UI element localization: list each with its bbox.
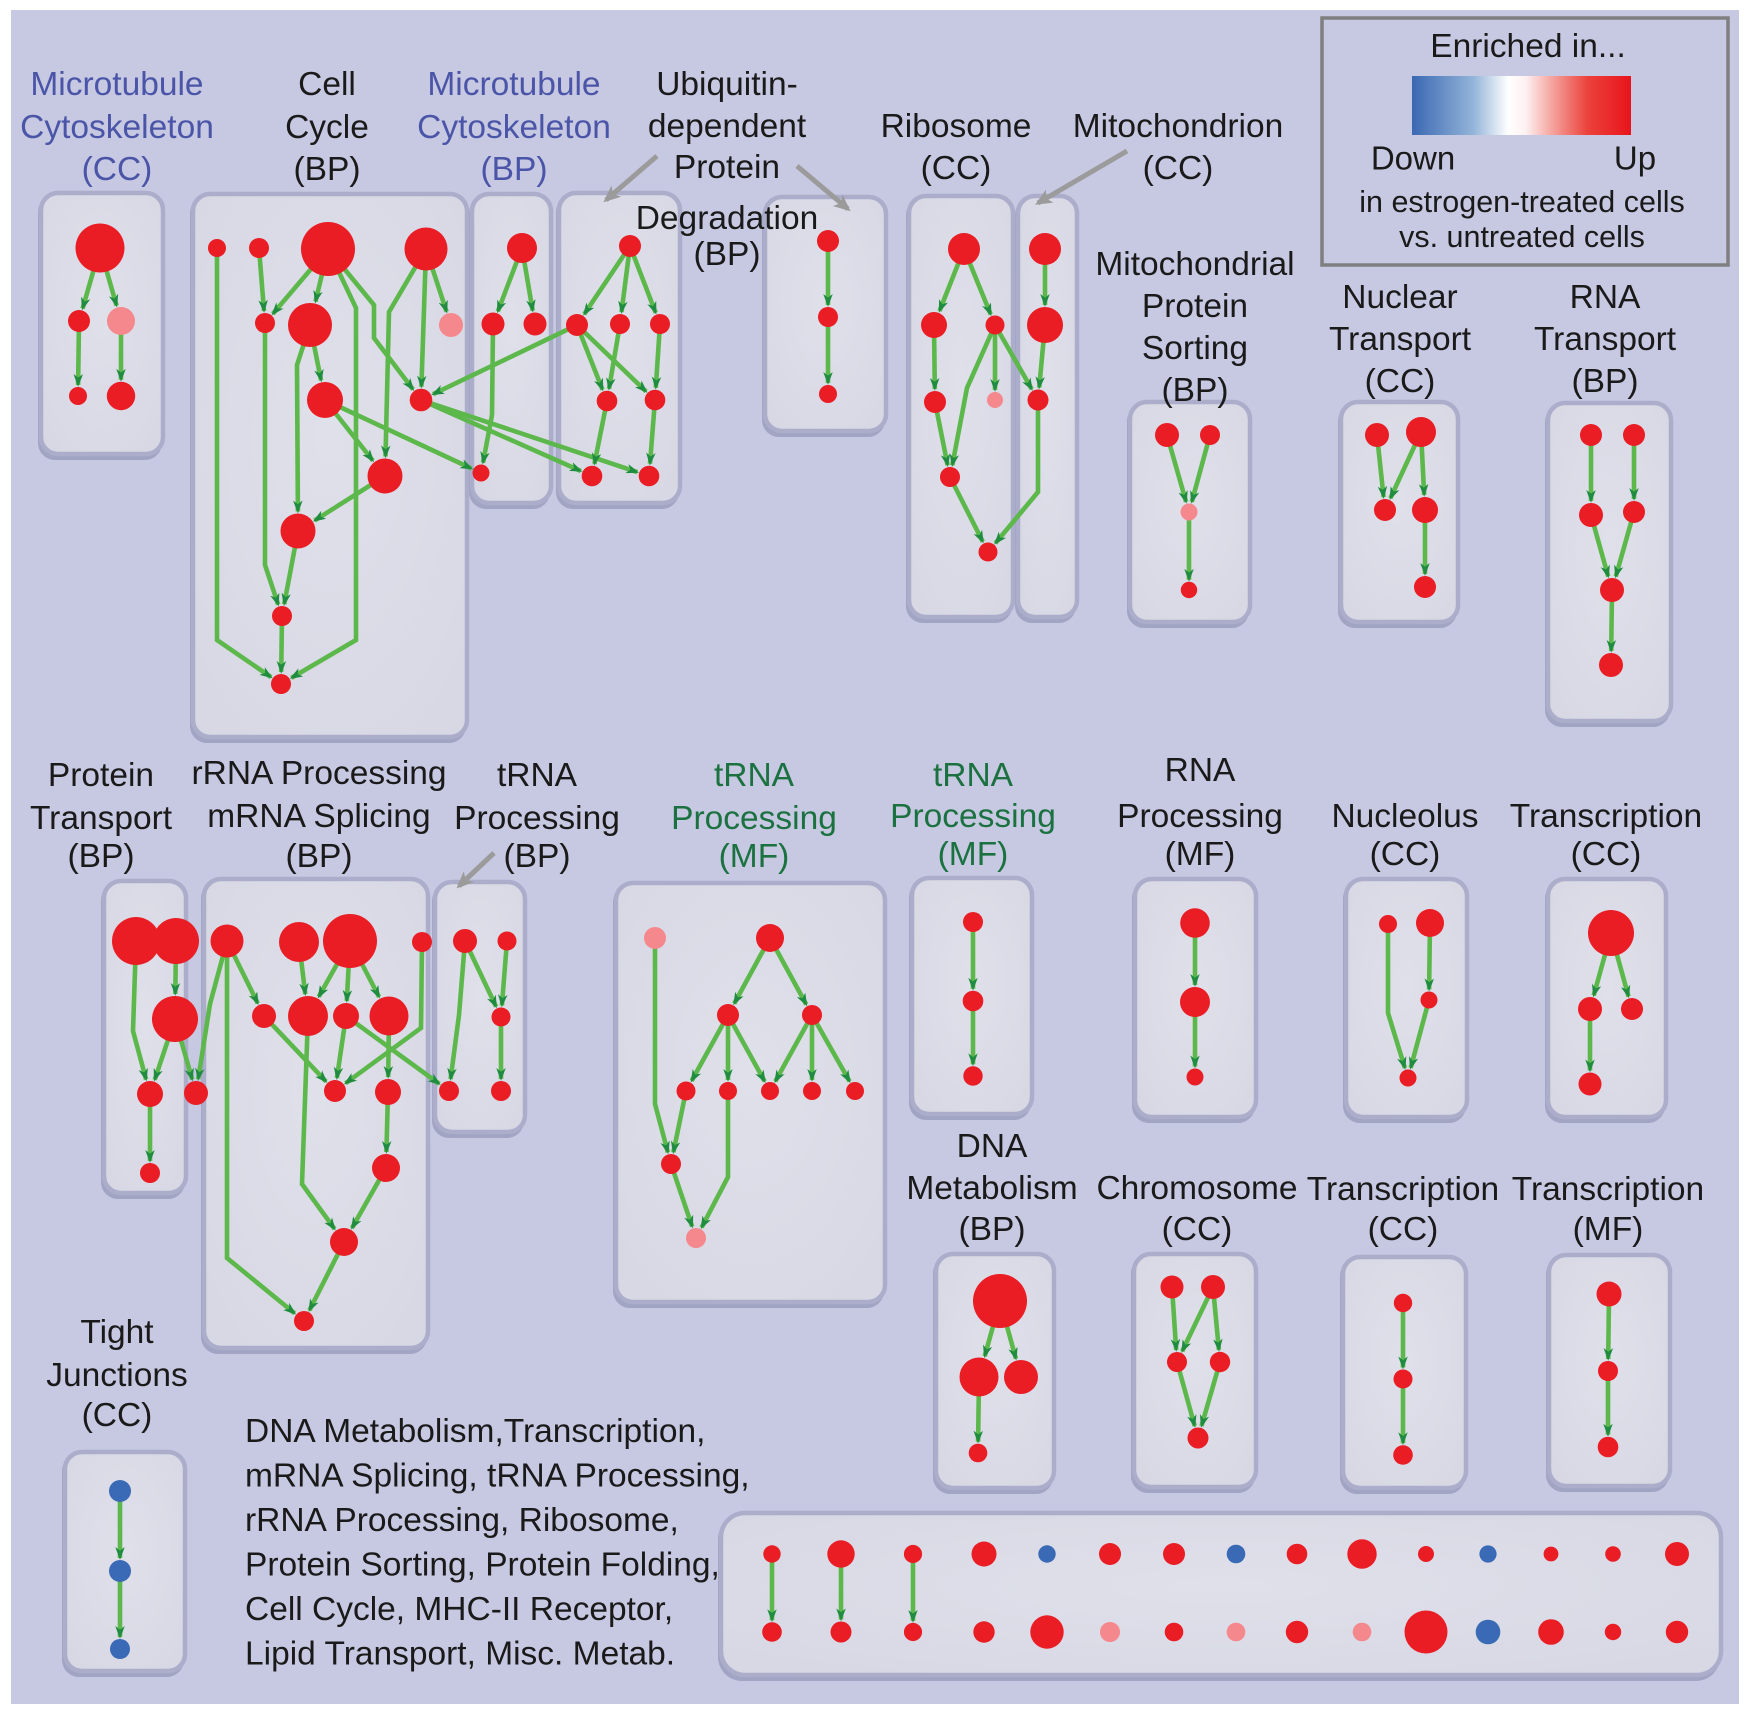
svg-text:Tight: Tight	[80, 1314, 154, 1351]
svg-text:mRNA Splicing: mRNA Splicing	[207, 798, 430, 835]
svg-text:Cytoskeleton: Cytoskeleton	[417, 109, 611, 146]
svg-text:(BP): (BP)	[959, 1211, 1026, 1248]
svg-text:tRNA: tRNA	[497, 757, 578, 794]
svg-text:Nucleolus: Nucleolus	[1331, 798, 1478, 835]
svg-text:Transport: Transport	[1534, 321, 1677, 358]
svg-text:(MF): (MF)	[938, 836, 1009, 873]
svg-text:rRNA Processing: rRNA Processing	[191, 755, 446, 792]
svg-text:Microtubule: Microtubule	[30, 66, 203, 103]
svg-text:(BP): (BP)	[286, 838, 353, 875]
svg-text:dependent: dependent	[648, 108, 807, 145]
svg-text:tRNA: tRNA	[933, 757, 1014, 794]
svg-text:Cell Cycle, MHC-II Receptor,: Cell Cycle, MHC-II Receptor,	[245, 1591, 673, 1628]
svg-text:Transcription: Transcription	[1510, 798, 1702, 835]
svg-text:(CC): (CC)	[1365, 363, 1436, 400]
svg-text:(BP): (BP)	[294, 151, 361, 188]
svg-text:(CC): (CC)	[1162, 1211, 1233, 1248]
svg-text:Lipid Transport, Misc. Metab.: Lipid Transport, Misc. Metab.	[245, 1635, 675, 1672]
svg-text:Down: Down	[1371, 140, 1455, 177]
svg-text:Degradation: Degradation	[636, 200, 819, 237]
svg-text:(CC): (CC)	[921, 150, 992, 187]
svg-text:Transcription: Transcription	[1307, 1171, 1499, 1208]
svg-text:DNA: DNA	[957, 1128, 1028, 1165]
svg-text:vs. untreated cells: vs. untreated cells	[1399, 220, 1645, 254]
svg-text:(BP): (BP)	[481, 151, 548, 188]
svg-text:Microtubule: Microtubule	[427, 66, 600, 103]
svg-text:Ribosome: Ribosome	[881, 108, 1032, 145]
svg-text:Transcription: Transcription	[1512, 1171, 1704, 1208]
svg-text:(BP): (BP)	[694, 236, 761, 273]
svg-text:(MF): (MF)	[1573, 1211, 1644, 1248]
svg-text:Protein: Protein	[1142, 288, 1248, 325]
svg-text:Cytoskeleton: Cytoskeleton	[20, 109, 214, 146]
svg-text:mRNA Splicing, tRNA Processing: mRNA Splicing, tRNA Processing,	[245, 1457, 750, 1494]
svg-text:Chromosome: Chromosome	[1096, 1170, 1297, 1207]
svg-text:Protein Sorting, Protein Foldi: Protein Sorting, Protein Folding,	[245, 1546, 720, 1583]
svg-text:Transport: Transport	[1329, 321, 1472, 358]
svg-text:Up: Up	[1614, 140, 1656, 177]
svg-text:Enriched in...: Enriched in...	[1430, 28, 1626, 65]
svg-text:(CC): (CC)	[82, 1397, 153, 1434]
svg-text:(CC): (CC)	[1571, 836, 1642, 873]
svg-text:Processing: Processing	[890, 798, 1056, 835]
svg-text:(CC): (CC)	[82, 151, 153, 188]
svg-text:Nuclear: Nuclear	[1342, 279, 1457, 316]
svg-text:DNA Metabolism,Transcription,: DNA Metabolism,Transcription,	[245, 1413, 705, 1450]
svg-text:Protein: Protein	[48, 757, 154, 794]
svg-text:(BP): (BP)	[1162, 372, 1229, 409]
svg-text:Cell: Cell	[298, 66, 356, 103]
svg-text:Mitochondrion: Mitochondrion	[1073, 108, 1283, 145]
svg-text:rRNA Processing, Ribosome,: rRNA Processing, Ribosome,	[245, 1502, 679, 1539]
svg-text:RNA: RNA	[1165, 752, 1236, 789]
svg-text:Mitochondrial: Mitochondrial	[1095, 246, 1294, 283]
svg-text:(BP): (BP)	[1572, 363, 1639, 400]
svg-text:Transport: Transport	[30, 800, 173, 837]
svg-text:Metabolism: Metabolism	[906, 1170, 1077, 1207]
svg-text:Processing: Processing	[454, 800, 620, 837]
svg-text:RNA: RNA	[1570, 279, 1641, 316]
svg-text:in estrogen-treated cells: in estrogen-treated cells	[1359, 185, 1685, 219]
svg-text:tRNA: tRNA	[714, 757, 795, 794]
svg-text:Sorting: Sorting	[1142, 330, 1248, 367]
svg-text:(MF): (MF)	[719, 838, 790, 875]
svg-text:Junctions: Junctions	[46, 1357, 188, 1394]
svg-text:Processing: Processing	[1117, 798, 1283, 835]
svg-text:(BP): (BP)	[68, 838, 135, 875]
svg-text:(CC): (CC)	[1370, 836, 1441, 873]
svg-text:(CC): (CC)	[1143, 150, 1214, 187]
svg-text:Cycle: Cycle	[285, 109, 369, 146]
svg-text:(BP): (BP)	[504, 838, 571, 875]
svg-text:Processing: Processing	[671, 800, 837, 837]
svg-text:(MF): (MF)	[1165, 836, 1236, 873]
svg-text:Protein: Protein	[674, 149, 780, 186]
svg-text:(CC): (CC)	[1368, 1211, 1439, 1248]
svg-text:Ubiquitin-: Ubiquitin-	[656, 66, 798, 103]
